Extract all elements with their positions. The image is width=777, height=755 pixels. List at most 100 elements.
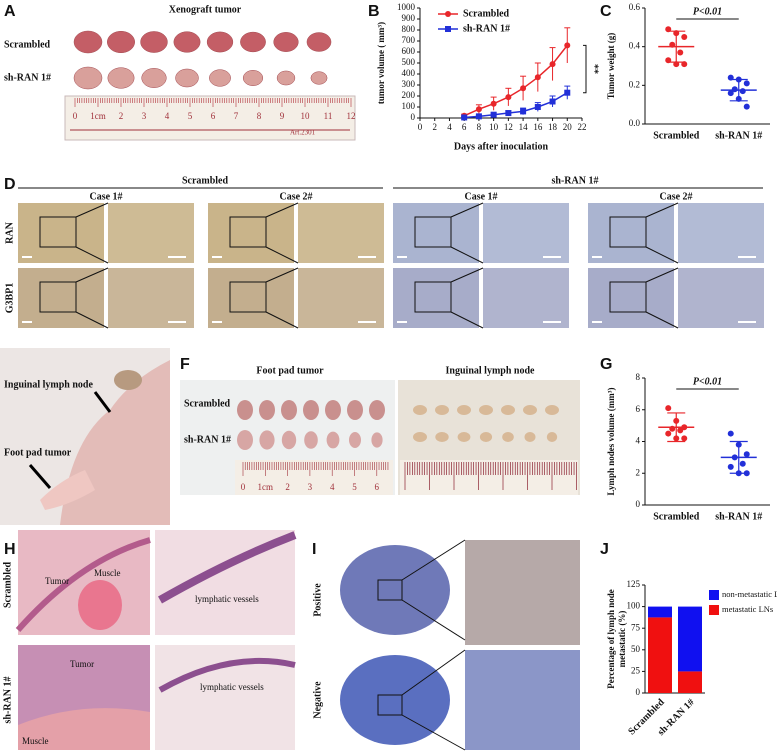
- x-tick-label: sh-RAN 1#: [715, 130, 762, 141]
- y-tick-label: 1000: [397, 2, 416, 12]
- row-label: G3BP1: [4, 283, 15, 314]
- zoom-line: [75, 267, 109, 283]
- ruler-note: Art.2301: [290, 129, 316, 137]
- y-tick-label: 0: [411, 112, 416, 122]
- zoom-box: [609, 281, 647, 313]
- tumor-photo: [141, 68, 167, 88]
- ruler-number: 1cm: [90, 111, 106, 121]
- panel-letter: J: [600, 541, 609, 558]
- y-tick-label: 4: [636, 436, 641, 446]
- marker: [505, 110, 512, 117]
- ihc-zoom: [678, 268, 764, 328]
- legend-label: metastatic LNs: [722, 604, 773, 614]
- legend-label: non-metastatic LNs: [722, 589, 777, 599]
- data-point: [743, 451, 750, 458]
- y-tick-label: 0: [636, 499, 641, 509]
- zoom-line: [645, 311, 679, 329]
- node-photo: [502, 432, 514, 442]
- arrow: [93, 391, 112, 413]
- x-tick-label: sh-RAN 1#: [715, 511, 762, 522]
- annotation: Inguinal lymph node: [4, 379, 93, 390]
- y-tick-label: 100: [402, 101, 416, 111]
- ihc-image: [18, 268, 104, 328]
- case-label: Case 1#: [89, 191, 122, 202]
- ihc-image: [393, 268, 479, 328]
- tumor-photo: [140, 31, 168, 53]
- ihc-image: [208, 268, 294, 328]
- marker: [490, 111, 497, 118]
- marker: [564, 89, 571, 96]
- y-tick-label: 6: [636, 404, 641, 414]
- tumor-photo: [73, 30, 103, 54]
- panel-letter: F: [180, 356, 190, 373]
- y-tick-label: 25: [631, 665, 641, 675]
- ruler-number: 5: [188, 111, 193, 121]
- ruler-number: 11: [324, 111, 333, 121]
- marker: [549, 98, 556, 105]
- annotation: lymphatic vessels: [195, 594, 259, 604]
- y-tick-label: 8: [636, 372, 641, 382]
- panel-letter: I: [312, 541, 316, 558]
- y-tick-label: 100: [627, 601, 641, 611]
- y-tick-label: 700: [402, 35, 416, 45]
- y-tick-label: 800: [402, 24, 416, 34]
- tumor-photo: [281, 400, 297, 420]
- y-axis-label: Lymph nodes volume (mm³): [606, 388, 616, 496]
- tumor-photo: [107, 67, 135, 89]
- node-photo: [479, 405, 493, 415]
- legend-label: sh-RAN 1#: [463, 23, 510, 34]
- zoom-box: [414, 216, 452, 248]
- ruler: [235, 460, 393, 495]
- y-tick-label: 0: [636, 687, 641, 697]
- node-photo: [523, 405, 537, 415]
- legend-marker: [445, 11, 451, 17]
- y-tick-label: 600: [402, 46, 416, 56]
- tumor-photo: [325, 400, 341, 420]
- zoom-line: [265, 202, 299, 218]
- zoom-line: [450, 246, 484, 264]
- panel-letter: A: [4, 3, 16, 20]
- marker: [534, 104, 541, 110]
- x-tick-label: 16: [533, 122, 543, 132]
- ihc-image: [18, 203, 104, 263]
- x-tick-label: 12: [504, 122, 513, 132]
- x-tick-label: 0: [418, 122, 423, 132]
- legend-swatch: [709, 605, 719, 615]
- ruler-number: 3: [142, 111, 147, 121]
- zoom-line: [75, 311, 109, 329]
- ruler-number: 4: [330, 482, 335, 492]
- bar-segment: [678, 671, 702, 693]
- x-tick-label: Scrambled: [653, 511, 700, 522]
- y-tick-label: 2: [636, 467, 641, 477]
- axes: [644, 8, 770, 125]
- zoom-line: [401, 714, 466, 751]
- ruler-number: 6: [375, 482, 380, 492]
- x-tick-label: 2: [432, 122, 437, 132]
- annotation: Foot pad tumor: [4, 447, 72, 458]
- case-label: Case 2#: [659, 191, 692, 202]
- node-photo: [545, 405, 559, 415]
- ruler-number: 10: [301, 111, 311, 121]
- annotation: P<0.01: [693, 6, 722, 17]
- ruler-number: 8: [257, 111, 262, 121]
- ihc-image: [588, 203, 674, 263]
- tumor-photo: [326, 431, 340, 449]
- y-tick-label: 0.4: [629, 41, 641, 51]
- y-tick-label: 200: [402, 90, 416, 100]
- ihc-zoom: [483, 268, 569, 328]
- data-point: [665, 405, 672, 412]
- marker: [520, 85, 527, 92]
- marker: [534, 74, 541, 81]
- tumor-photo: [242, 70, 264, 86]
- x-tick-label: 18: [548, 122, 558, 132]
- ruler: [64, 95, 356, 141]
- data-point: [727, 463, 734, 470]
- ruler-number: 0: [73, 111, 78, 121]
- data-point: [727, 430, 734, 437]
- x-tick-label: 4: [447, 122, 452, 132]
- tumor-photo: [107, 30, 135, 54]
- tumor-photo: [259, 400, 275, 420]
- ruler-number: 3: [308, 482, 313, 492]
